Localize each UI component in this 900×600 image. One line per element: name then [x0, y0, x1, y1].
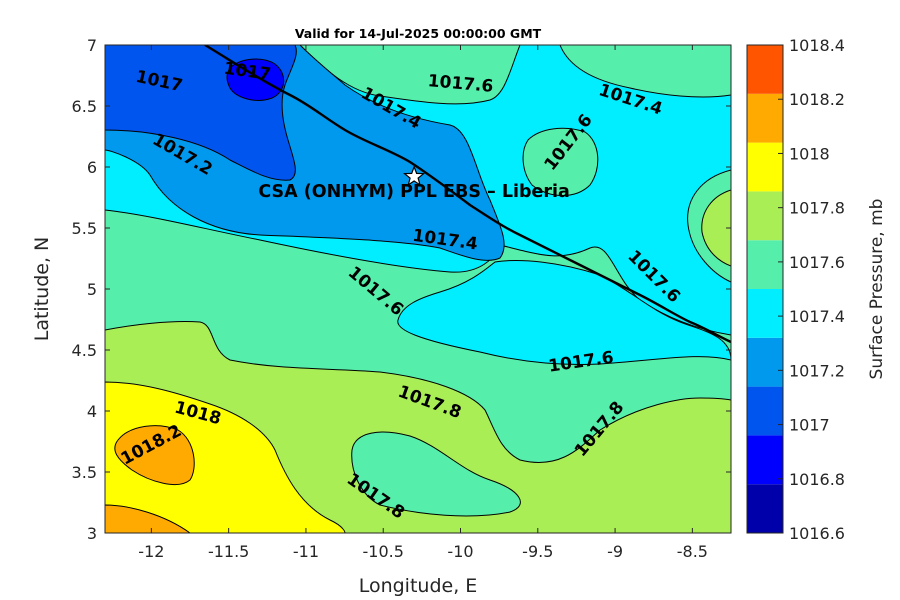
colorbar-tick-label: 1016.6	[789, 524, 845, 543]
band-1016-8	[226, 58, 285, 101]
colorbar-tick-label: 1018.2	[789, 90, 845, 109]
band-1017-6-north-center	[299, 45, 521, 105]
colorbar-tick-label: 1017.2	[789, 361, 845, 380]
y-tick-label: 4.5	[72, 341, 97, 360]
y-tick-label: 3	[87, 524, 97, 543]
x-tick-label: -9.5	[522, 542, 553, 561]
site-marker-group: CSA (ONHYM) PPL EBS – Liberia	[258, 165, 570, 202]
colorbar-tick-label: 1017.4	[789, 307, 845, 326]
x-tick-label: -10	[447, 542, 473, 561]
colorbar-swatch	[747, 93, 783, 143]
colorbar-frame	[746, 44, 784, 534]
colorbar-swatch	[747, 435, 783, 485]
y-tick-label: 3.5	[72, 463, 97, 482]
colorbar-swatch	[747, 386, 783, 436]
x-axis-label: Longitude, E	[359, 575, 478, 597]
y-tick-label: 6	[87, 158, 97, 177]
band-1018-2-west	[114, 425, 195, 486]
coastline	[204, 45, 731, 344]
x-axis: -12 -11.5 -11 -10.5 -10 -9.5 -9 -8.5	[138, 45, 708, 561]
band-1017-6-small-lobe	[522, 127, 599, 196]
colorbar-label: Surface Pressure, mb	[867, 199, 887, 380]
y-tick-label: 5.5	[72, 219, 97, 238]
x-tick-label: -10.5	[363, 542, 404, 561]
x-tick-label: -8.5	[677, 542, 708, 561]
y-tick-label: 5	[87, 280, 97, 299]
colorbar-tick-label: 1017.8	[789, 199, 845, 218]
colorbar-swatch	[747, 142, 783, 192]
band-1018	[105, 381, 346, 533]
colorbar-swatch	[747, 337, 783, 387]
colorbar-swatch	[747, 191, 783, 241]
colorbar-swatch	[747, 484, 783, 533]
colorbar-swatch	[747, 45, 783, 94]
colorbar-swatch	[747, 289, 783, 338]
colorbar-tick-label: 1017.6	[789, 253, 845, 272]
colorbar-tick-label: 1018	[789, 144, 830, 163]
plot-area	[105, 45, 731, 533]
colorbar-tick-label: 1016.8	[789, 470, 845, 489]
colorbar-swatch	[747, 240, 783, 289]
x-tick-label: -11	[293, 542, 319, 561]
colorbar: 1016.6 1016.8 1017 1017.2 1017.4 1017.6 1017.8…	[746, 36, 845, 543]
y-axis: 3 3.5 4 4.5 5 5.5 6 6.5 7	[72, 36, 731, 543]
colorbar-tick-label: 1018.4	[789, 36, 845, 55]
y-tick-label: 7	[87, 36, 97, 55]
band-1017-6-north-east	[559, 45, 731, 98]
y-axis-label: Latitude, N	[31, 237, 53, 342]
site-star-icon	[402, 165, 426, 187]
colorbar-tick-label: 1017	[789, 416, 830, 435]
x-tick-label: -12	[138, 542, 164, 561]
band-1017-8-east	[701, 189, 731, 267]
chart-title: Valid for 14-Jul-2025 00:00:00 GMT	[295, 26, 542, 41]
y-tick-label: 4	[87, 402, 97, 421]
band-1017-6-lobe	[351, 431, 521, 517]
x-tick-label: -9	[607, 542, 623, 561]
site-label: CSA (ONHYM) PPL EBS – Liberia	[258, 182, 569, 202]
x-tick-label: -11.5	[208, 542, 249, 561]
y-tick-label: 6.5	[72, 97, 97, 116]
